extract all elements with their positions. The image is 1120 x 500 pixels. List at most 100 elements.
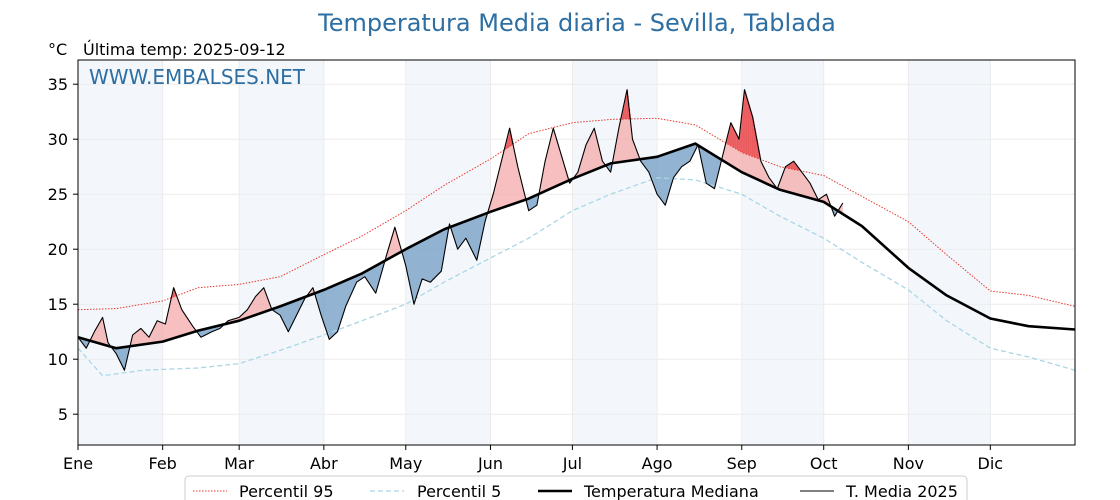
- extreme-fill: [620, 118, 622, 120]
- extreme-fill: [789, 163, 791, 169]
- month-shading-bands: [78, 60, 991, 445]
- x-tick-label: Dic: [978, 454, 1004, 473]
- month-band-jul: [572, 60, 658, 445]
- extreme-fill: [747, 98, 749, 155]
- y-axis: 5 10 15 20 25 30 35: [48, 75, 78, 424]
- extreme-fill: [750, 110, 752, 156]
- extreme-fill: [793, 161, 795, 170]
- extreme-fill: [786, 165, 788, 169]
- extreme-fill: [623, 105, 625, 120]
- extreme-fill: [740, 126, 742, 152]
- warm-anomaly-fill: [539, 128, 569, 194]
- cold-anomaly-fill: [402, 227, 450, 305]
- extreme-fill: [743, 95, 745, 154]
- extreme-fill: [737, 136, 739, 150]
- extreme-fill: [507, 136, 509, 148]
- extreme-fill: [506, 139, 508, 149]
- extreme-fill: [741, 114, 743, 153]
- extreme-fill: [788, 164, 790, 169]
- extreme-fill: [797, 165, 799, 171]
- extreme-fill: [795, 163, 797, 170]
- extreme-fill: [796, 164, 798, 170]
- extreme-fill: [756, 139, 758, 159]
- extreme-fill: [627, 89, 629, 120]
- extreme-fill: [741, 120, 743, 152]
- month-band-nov: [908, 60, 991, 445]
- extreme-fill: [758, 146, 760, 159]
- extreme-fill: [754, 124, 756, 157]
- warm-anomaly-fill: [90, 317, 112, 347]
- extreme-fill: [792, 162, 794, 170]
- series-line-percentil-95: [77, 117, 1076, 311]
- watermark: WWW.EMBALSES.NET: [89, 65, 306, 89]
- unit-label: °C: [48, 40, 67, 59]
- extreme-fill: [745, 94, 747, 154]
- extreme-fill: [748, 103, 750, 155]
- y-tick-label: 10: [48, 350, 68, 369]
- warm-anomaly-fill: [612, 89, 641, 164]
- extreme-fill: [751, 114, 754, 157]
- extreme-fill: [730, 125, 732, 146]
- extreme-fill: [734, 130, 737, 149]
- extreme-fill: [733, 128, 735, 148]
- extreme-fill: [790, 163, 792, 169]
- extreme-fill: [622, 108, 625, 120]
- extreme-fill: [621, 115, 623, 120]
- extreme-fill: [174, 289, 176, 297]
- series-line-percentil-5: [77, 177, 1076, 377]
- extreme-fill: [171, 296, 173, 298]
- extreme-fill: [752, 117, 754, 157]
- extreme-fill: [786, 166, 788, 168]
- extreme-fill: [744, 89, 746, 154]
- extreme-fill: [736, 133, 738, 150]
- legend-label-percentil-95: Percentil 95: [239, 482, 334, 500]
- extreme-fill: [738, 137, 740, 151]
- cold-anomaly-fill: [525, 193, 540, 211]
- x-tick-label: Nov: [893, 454, 924, 473]
- y-tick-label: 20: [48, 240, 68, 259]
- extreme-fill: [625, 96, 627, 120]
- extreme-fill: [757, 142, 759, 159]
- legend-label-temperatura-mediana: Temperatura Mediana: [583, 482, 759, 500]
- last-temp-label: Última temp: 2025-09-12: [83, 40, 286, 59]
- extreme-fill: [788, 164, 790, 169]
- cold-anomaly-fill: [196, 324, 225, 338]
- cold-anomaly-fill: [640, 143, 699, 206]
- month-band-ene: [78, 60, 163, 445]
- extreme-fill: [172, 293, 174, 298]
- x-tick-label: Feb: [149, 454, 177, 473]
- extreme-fill: [732, 126, 734, 148]
- extreme-fill: [624, 102, 626, 120]
- x-tick-label: May: [389, 454, 422, 473]
- extreme-fill: [754, 128, 756, 158]
- extreme-fill: [749, 108, 752, 156]
- extreme-fill: [795, 163, 797, 170]
- extreme-fill: [508, 133, 510, 148]
- warm-anomaly-fill: [573, 128, 606, 179]
- series-line-t-media-2025: [77, 89, 844, 371]
- extreme-fill: [749, 105, 751, 156]
- x-tick-label: Jun: [477, 454, 503, 473]
- extreme-fill: [729, 128, 731, 146]
- x-tick-label: Ago: [642, 454, 673, 473]
- extreme-fill: [735, 132, 737, 149]
- extreme-fill: [734, 129, 736, 148]
- extreme-fill: [173, 287, 175, 297]
- extreme-fill: [736, 135, 739, 150]
- extreme-fill: [731, 124, 733, 147]
- y-tick-label: 5: [58, 405, 68, 424]
- extreme-fill: [746, 96, 748, 155]
- extreme-fill: [743, 102, 745, 153]
- extreme-fill: [745, 91, 747, 154]
- warm-anomaly-fill: [130, 287, 197, 347]
- x-tick-label: Oct: [810, 454, 838, 473]
- x-tick-label: Ene: [63, 454, 93, 473]
- extreme-fill: [742, 108, 744, 153]
- chart-title: Temperatura Media diaria - Sevilla, Tabl…: [317, 9, 836, 37]
- grid-lines: [77, 60, 1075, 445]
- extreme-fill: [739, 133, 741, 152]
- extreme-fill: [726, 141, 728, 144]
- extreme-fill: [797, 166, 799, 171]
- extreme-fill: [626, 92, 628, 120]
